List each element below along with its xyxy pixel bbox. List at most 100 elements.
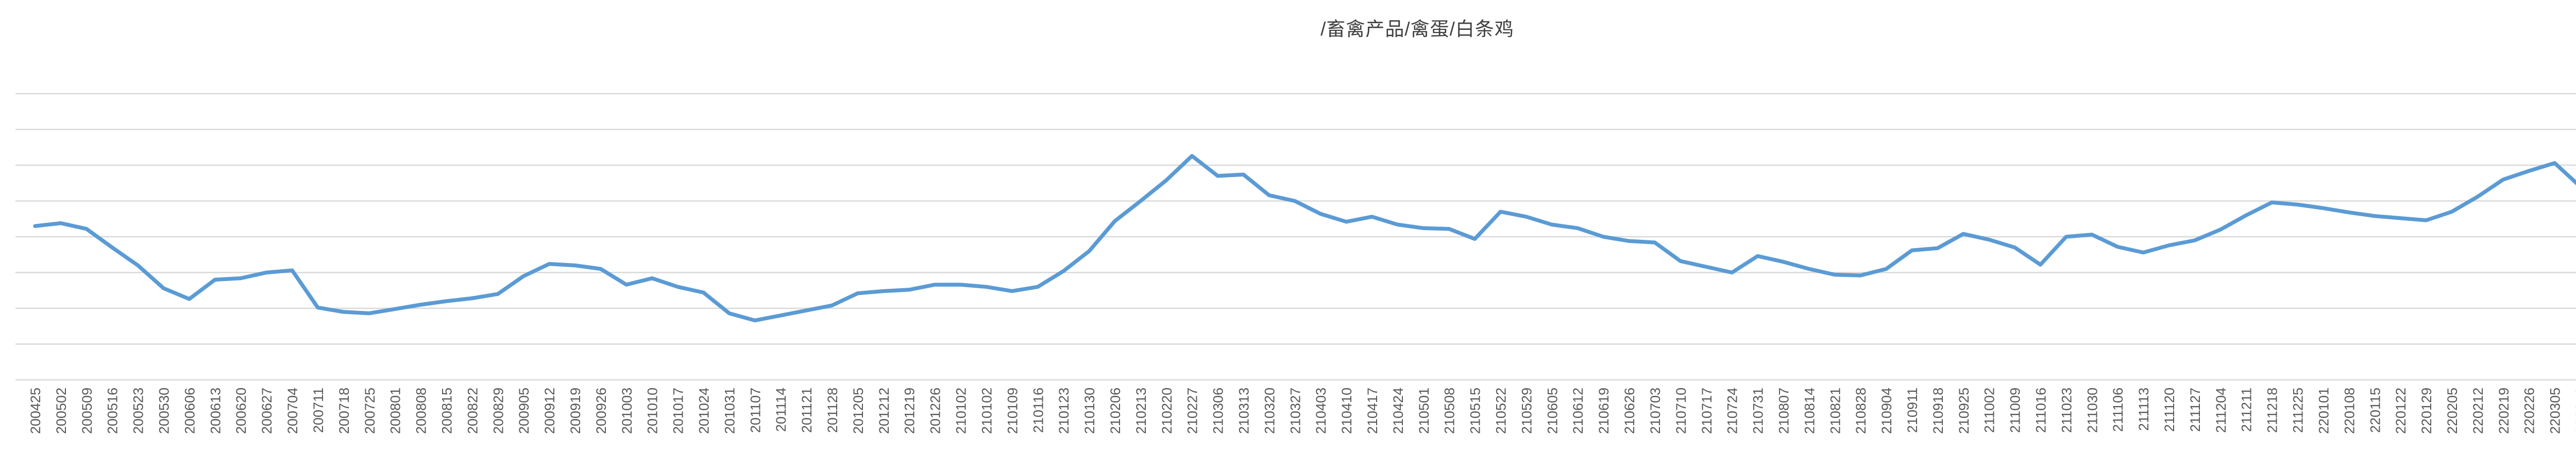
- x-axis-tick-label: 200725: [362, 388, 378, 434]
- x-axis-tick-label: 200822: [465, 388, 480, 434]
- x-axis-tick-label: 210213: [1133, 388, 1149, 434]
- x-axis-tick-label: 210515: [1468, 388, 1483, 434]
- x-axis-tick-label: 211127: [2188, 388, 2203, 432]
- x-axis-tick-label: 210116: [1030, 388, 1046, 433]
- x-axis-tick-label: 200627: [259, 388, 275, 434]
- x-axis-tick-label: 210424: [1391, 388, 1406, 434]
- x-axis-tick-label: 211106: [2110, 388, 2126, 432]
- x-axis-tick-label: 210911: [1905, 388, 1920, 433]
- x-axis-tick-label: 211225: [2291, 388, 2306, 433]
- x-axis-tick-label: 200502: [54, 388, 69, 434]
- x-axis-tick-label: 210313: [1236, 388, 1251, 434]
- x-axis-tick-label: 201121: [799, 388, 815, 433]
- x-axis-tick-label: 201010: [645, 388, 660, 434]
- x-axis-tick-label: 210731: [1751, 388, 1766, 434]
- x-axis-tick-label: 220129: [2419, 388, 2434, 434]
- x-axis-tick-label: 200912: [542, 388, 557, 434]
- x-axis-tick-label: 201226: [928, 388, 943, 434]
- x-axis-tick-label: 210925: [1956, 388, 1972, 434]
- x-axis-tick-label: 210508: [1442, 388, 1458, 434]
- x-axis-tick-label: 200606: [182, 388, 197, 434]
- x-axis-tick-label: 201128: [825, 388, 840, 433]
- x-axis-tick-label: 210227: [1185, 388, 1200, 434]
- x-axis-tick-label: 210703: [1648, 388, 1663, 434]
- x-axis-tick-label: 200509: [79, 388, 95, 434]
- x-axis-tick-label: 210320: [1262, 388, 1277, 434]
- x-axis-tick-label: 200425: [28, 388, 43, 434]
- price-series-line[interactable]: [33, 154, 2576, 323]
- x-axis-tick-label: 200620: [233, 388, 249, 434]
- x-axis-tick-label: 201107: [748, 388, 763, 433]
- x-axis-tick-label: 210710: [1673, 388, 1689, 434]
- x-axis-tick-label: 210814: [1802, 388, 1817, 434]
- chart-title: /畜禽产品/禽蛋/白条鸡: [1320, 19, 1514, 40]
- x-axis-tick-label: 210522: [1494, 388, 1509, 434]
- x-axis-tick-label: 210123: [1056, 388, 1072, 434]
- x-axis-tick-label: 210626: [1622, 388, 1637, 434]
- x-axis-tick-label: 201017: [671, 388, 686, 434]
- x-axis-tick-label: 210619: [1596, 388, 1612, 434]
- x-axis-tick-label: 210102: [979, 388, 994, 434]
- x-axis-tick-label: 200523: [131, 388, 146, 434]
- x-axis-tick-label: 210410: [1339, 388, 1354, 434]
- x-axis-tick-label: 211113: [2136, 388, 2151, 431]
- x-axis-tick-label: 200613: [208, 388, 223, 434]
- x-axis-tick-label: 200815: [439, 388, 454, 434]
- x-axis-tick-label: 210417: [1365, 388, 1380, 434]
- x-axis-tick-label: 210206: [1108, 388, 1123, 434]
- x-axis-tick-label: 200711: [311, 388, 326, 433]
- x-axis-tick-label: 211016: [2033, 388, 2049, 433]
- x-axis-tick-label: 211218: [2265, 388, 2280, 433]
- x-axis-tick-label: 220305: [2548, 388, 2563, 434]
- x-axis-tick-label: 210821: [1827, 388, 1843, 434]
- x-axis-tick-label: 220212: [2470, 388, 2486, 434]
- x-axis-tick-label: 210828: [1853, 388, 1869, 434]
- x-axis-tick-label: 220101: [2316, 388, 2331, 434]
- x-axis-tick-label: 220115: [2367, 388, 2383, 433]
- x-axis-tick-label: 210807: [1776, 388, 1791, 434]
- x-axis-tick-label: 211211: [2239, 388, 2255, 432]
- x-axis-tick-label: 201114: [773, 388, 789, 432]
- x-axis-tick-label: 211204: [2213, 388, 2229, 433]
- x-axis-tick-label: 200718: [336, 388, 352, 434]
- x-axis-tick-label: 220108: [2342, 388, 2357, 434]
- x-axis-tick-label: 211009: [2008, 388, 2023, 433]
- x-axis-tick-label: 200905: [516, 388, 532, 434]
- x-axis-tick-label: 200829: [490, 388, 506, 434]
- x-axis-tick-label: 210529: [1519, 388, 1534, 434]
- x-axis-tick-label: 201205: [851, 388, 866, 434]
- x-axis-tick-label: 200808: [414, 388, 429, 434]
- x-axis-tick-label: 211120: [2162, 388, 2177, 432]
- x-axis-tick-label: 210612: [1570, 388, 1586, 434]
- x-axis-tick-label: 210130: [1082, 388, 1097, 434]
- x-axis-tick-label: 220226: [2522, 388, 2537, 434]
- x-axis-tick-label: 220205: [2445, 388, 2460, 434]
- x-axis-tick-label: 210717: [1699, 388, 1715, 434]
- x-axis-tick-label: 200704: [285, 388, 300, 434]
- x-axis-tick-label: 201212: [876, 388, 892, 434]
- x-axis-tick-label: 220312: [2573, 388, 2576, 434]
- x-axis-tick-label: 210109: [1005, 388, 1020, 434]
- x-axis-tick-label: 210220: [1159, 388, 1175, 434]
- x-axis-tick-label: 210918: [1930, 388, 1946, 434]
- x-axis-tick-label: 200516: [105, 388, 121, 434]
- x-axis-tick-label: 200801: [388, 388, 403, 434]
- x-axis-tick-label: 201024: [697, 388, 712, 434]
- x-axis-tick-label: 210102: [954, 388, 969, 434]
- x-axis-tick-label: 200926: [594, 388, 609, 434]
- x-axis-tick-label: 220219: [2496, 388, 2512, 434]
- x-axis-tick-label: 210904: [1879, 388, 1894, 434]
- x-axis-tick-label: 210605: [1545, 388, 1560, 434]
- x-axis-tick-label: 200919: [568, 388, 583, 434]
- x-axis-tick-label: 211030: [2084, 388, 2100, 433]
- x-axis-tick-label: 210724: [1725, 388, 1740, 434]
- x-axis-tick-label: 211002: [1982, 388, 1997, 433]
- x-axis-tick-label: 210403: [1313, 388, 1329, 434]
- x-axis-tick-label: 201003: [619, 388, 635, 434]
- x-axis-tick-label: 210501: [1416, 388, 1432, 434]
- x-axis-tick-label: 220122: [2393, 388, 2409, 434]
- x-axis-tick-label: 210327: [1287, 388, 1303, 434]
- x-axis-tick-label: 211023: [2059, 388, 2074, 433]
